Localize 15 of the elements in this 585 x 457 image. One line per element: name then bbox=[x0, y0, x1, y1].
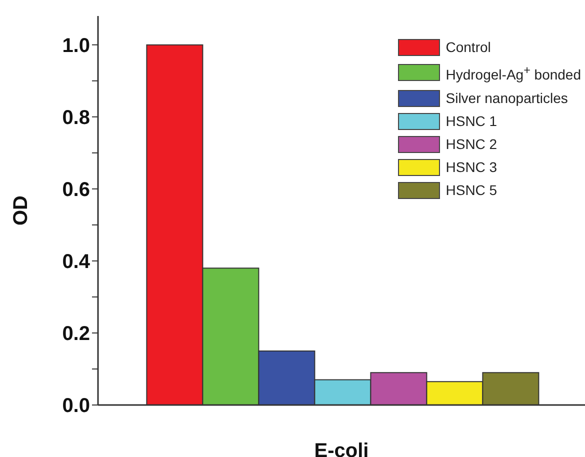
y-axis-title: OD bbox=[10, 196, 32, 226]
legend-label: HSNC 3 bbox=[446, 158, 498, 177]
legend-label: HSNC 1 bbox=[446, 112, 498, 131]
legend-label: Hydrogel-Ag$^{+}$ bonded bbox=[446, 63, 581, 85]
y-tick-label: 0.6 bbox=[62, 178, 90, 201]
y-tick-label: 0.2 bbox=[62, 323, 90, 346]
legend-label: Silver nanoparticles bbox=[446, 88, 568, 108]
x-axis-title: E-coli bbox=[314, 440, 369, 457]
legend-label: HSNC 2 bbox=[446, 134, 498, 154]
legend-label: HSNC 5 bbox=[446, 180, 498, 200]
y-tick-label: 1.0 bbox=[62, 34, 90, 57]
y-tick-label: 0.8 bbox=[62, 106, 90, 129]
legend-label: Control bbox=[446, 38, 491, 57]
y-tick-label: 0.0 bbox=[62, 395, 90, 418]
y-tick-label: 0.4 bbox=[62, 251, 91, 274]
